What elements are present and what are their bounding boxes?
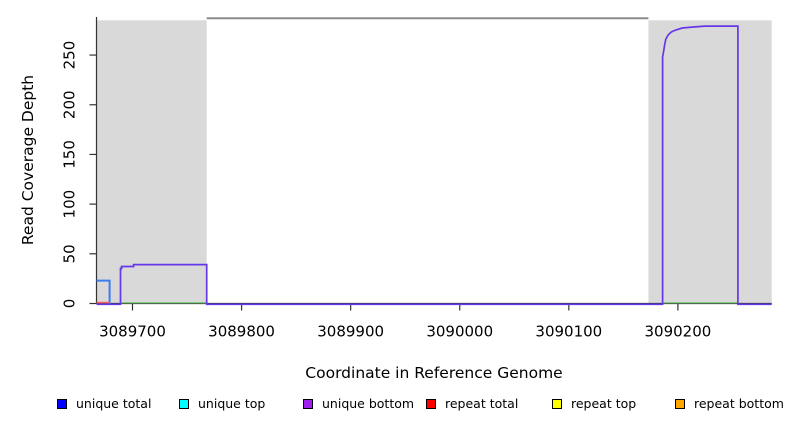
repeat-region-right (648, 20, 772, 304)
coverage-plot: 3089700 3089800 3089900 3090000 3090100 30902… (19, 17, 772, 382)
y-axis-title: Read Coverage Depth (19, 75, 37, 245)
legend-item-repeat-total: repeat total (426, 390, 518, 418)
y-tick-label: 250 (61, 41, 79, 70)
legend-item-unique-total: unique total (57, 390, 151, 418)
legend-swatch-repeat-total (426, 399, 436, 409)
series-unique-total (96, 279, 111, 304)
plot-legend: unique total unique top unique bottom repea… (0, 390, 792, 420)
y-tick-label: 50 (61, 244, 79, 263)
legend-label: unique total (76, 396, 152, 411)
x-tick-label: 3089700 (99, 323, 166, 341)
legend-swatch-unique-bottom (303, 399, 313, 409)
x-tick-label: 3090100 (535, 323, 602, 341)
legend-label: repeat total (445, 396, 519, 411)
legend-swatch-repeat-top (552, 399, 562, 409)
x-axis-title: Coordinate in Reference Genome (305, 364, 562, 382)
repeat-region-left (96, 20, 207, 304)
legend-swatch-unique-top (179, 399, 189, 409)
y-tick-label: 200 (61, 90, 79, 119)
legend-label: unique bottom (322, 396, 415, 411)
x-tick-label: 3089900 (317, 323, 384, 341)
legend-swatch-unique-total (57, 399, 67, 409)
y-tick-label: 100 (61, 190, 79, 219)
legend-item-repeat-bottom: repeat bottom (675, 390, 784, 418)
legend-label: repeat bottom (694, 396, 784, 411)
x-tick-label: 3090200 (644, 323, 711, 341)
legend-item-repeat-top: repeat top (552, 390, 636, 418)
x-tick-label: 3090000 (426, 323, 493, 341)
series-unique-bottom (96, 25, 772, 306)
y-tick-label: 0 (61, 299, 79, 309)
legend-label: repeat top (571, 396, 637, 411)
y-tick-label: 150 (61, 140, 79, 169)
legend-item-unique-bottom: unique bottom (303, 390, 414, 418)
legend-item-unique-top: unique top (179, 390, 265, 418)
legend-swatch-repeat-bottom (675, 399, 685, 409)
x-tick-label: 3089800 (208, 323, 275, 341)
legend-label: unique top (198, 396, 266, 411)
